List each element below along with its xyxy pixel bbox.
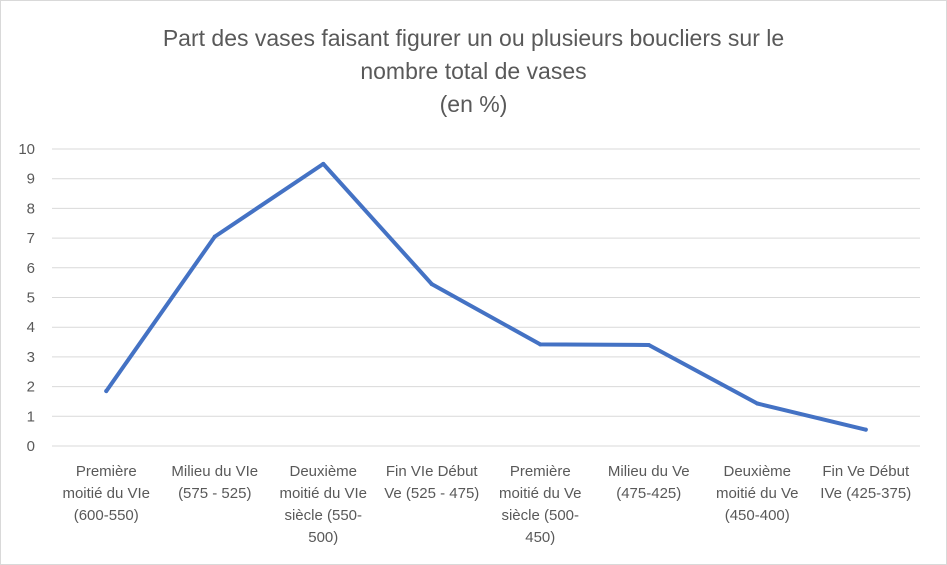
chart-title-line-1: Part des vases faisant figurer un ou plu… (162, 25, 785, 51)
y-tick-label-1: 1 (27, 408, 35, 425)
x-category-label-5: Première moitié du Ve siècle (500-450) (499, 463, 582, 546)
y-tick-label-6: 6 (27, 260, 35, 277)
series-line-group (104, 161, 868, 432)
x-category-label-3: Deuxième moitié du VIe siècle (550-500) (279, 463, 367, 546)
x-category-label-2: Milieu du VIe (575 - 525) (171, 463, 258, 502)
y-tick-label-4: 4 (27, 319, 35, 336)
series-line (104, 161, 868, 432)
chart-title-line-2: nombre total de vases (360, 58, 587, 84)
data-point-8 (863, 427, 868, 432)
y-tick-label-2: 2 (27, 379, 35, 396)
y-axis-tick-labels: 0 1 2 3 4 5 6 7 8 9 10 (18, 141, 35, 455)
x-axis-category-labels: Première moitié du VIe (600-550) Milieu du … (62, 463, 911, 546)
y-tick-label-5: 5 (27, 290, 35, 307)
y-tick-label-3: 3 (27, 349, 35, 366)
x-category-label-7: Deuxième moitié du Ve (450-400) (716, 463, 799, 524)
y-tick-label-0: 0 (27, 438, 35, 455)
gridlines (52, 148, 920, 447)
y-tick-label-8: 8 (27, 200, 35, 217)
data-point-3 (321, 161, 326, 166)
chart-title: Part des vases faisant figurer un ou plu… (0, 22, 947, 121)
y-tick-label-10: 10 (18, 141, 35, 158)
data-point-2 (212, 234, 217, 239)
data-point-1 (104, 389, 109, 394)
data-point-6 (646, 343, 651, 348)
y-tick-label-9: 9 (27, 171, 35, 188)
x-category-label-4: Fin VIe Début Ve (525 - 475) (384, 463, 479, 502)
x-category-label-8: Fin Ve Début IVe (425-375) (820, 463, 911, 502)
data-point-4 (429, 282, 434, 287)
chart-title-line-3: (en %) (439, 91, 508, 117)
x-category-label-6: Milieu du Ve (475-425) (608, 463, 690, 502)
y-tick-label-7: 7 (27, 230, 35, 247)
data-point-7 (755, 401, 760, 406)
data-point-5 (538, 342, 543, 347)
x-category-label-1: Première moitié du VIe (600-550) (62, 463, 150, 524)
